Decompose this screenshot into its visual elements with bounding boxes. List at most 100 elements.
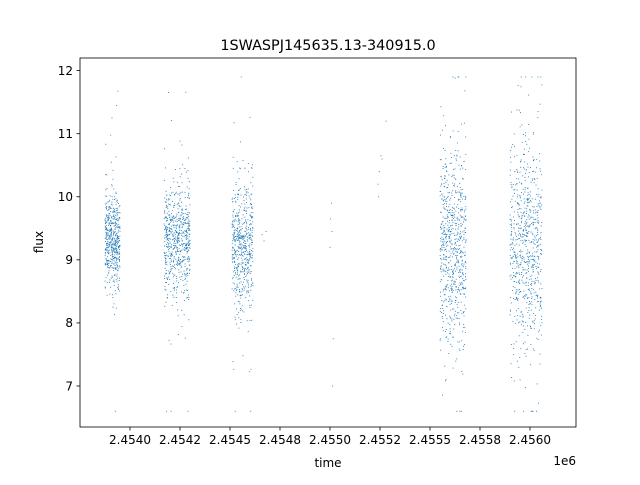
season-3-point <box>249 259 251 261</box>
season-6-point <box>517 265 519 267</box>
season-2-point <box>178 258 180 260</box>
season-6-point <box>515 310 517 312</box>
season-1-point <box>108 267 110 269</box>
season-1-point <box>105 263 107 265</box>
season-6-point <box>526 294 528 296</box>
season-1-point <box>117 226 119 228</box>
season-5-point <box>444 258 446 260</box>
season-6-point <box>538 244 540 246</box>
season-1-point <box>116 249 118 251</box>
season-5-point <box>462 231 464 233</box>
season-5-point <box>446 217 448 219</box>
season-1-point <box>117 283 119 285</box>
season-3-point <box>239 303 241 305</box>
season-5-point <box>443 247 445 248</box>
season-3-point <box>238 265 240 267</box>
season-6-point <box>511 377 512 379</box>
season-2-point <box>188 239 190 241</box>
season-2-point <box>189 269 191 270</box>
season-1-point <box>107 220 109 222</box>
season-5-point <box>459 292 461 294</box>
season-2-point <box>169 242 171 244</box>
season-5-point <box>442 168 444 169</box>
season-6-point <box>523 167 524 169</box>
season-3-point <box>248 271 250 273</box>
season-6-point <box>537 245 539 247</box>
season-2-point <box>173 259 174 261</box>
season-2-point <box>167 246 169 248</box>
season-5-point <box>460 252 462 254</box>
season-1-point <box>107 232 109 234</box>
season-1-point <box>112 267 114 269</box>
season-2-point <box>169 238 171 240</box>
season-6-point <box>532 179 533 181</box>
season-1-point <box>113 242 115 244</box>
season-5-point <box>465 136 467 138</box>
season-1-point <box>108 218 109 220</box>
season-3-point <box>238 243 240 245</box>
season-5-point <box>444 203 446 205</box>
season-2-point <box>169 272 171 274</box>
season-2-point <box>172 217 174 219</box>
season-5-point <box>445 170 447 172</box>
season-5-point <box>465 262 467 264</box>
season-5-point <box>447 231 449 233</box>
season-5-point <box>452 215 454 217</box>
season-6-point <box>532 133 534 135</box>
season-5-point <box>441 305 443 306</box>
season-6-point <box>522 410 524 412</box>
season-1-point <box>105 237 107 239</box>
season-1-point <box>111 207 113 209</box>
season-6-point <box>516 109 518 111</box>
season-6-point <box>511 227 512 229</box>
season-5-point <box>439 310 441 312</box>
season-6-point <box>523 230 524 232</box>
season-2-point <box>174 286 176 288</box>
season-6-point <box>516 183 518 185</box>
season-1-point <box>108 270 110 272</box>
season-6-point <box>514 254 516 256</box>
season-2-point <box>179 221 181 223</box>
season-3-point <box>245 228 247 230</box>
season-5-point <box>460 209 461 211</box>
season-2-point <box>186 244 187 246</box>
season-1-point <box>114 196 116 198</box>
season-5-point <box>449 331 451 333</box>
season-5-point <box>443 310 445 312</box>
season-2-point <box>175 258 177 260</box>
season-2-point <box>169 252 171 254</box>
season-6-point <box>510 302 512 304</box>
season-2-point <box>179 217 181 219</box>
sparse-point <box>331 231 333 232</box>
season-5-point <box>444 217 446 219</box>
season-6-point <box>519 273 520 275</box>
season-3-point <box>246 290 248 292</box>
season-3-point <box>247 188 249 190</box>
season-2-point <box>182 257 184 259</box>
season-2-point <box>174 217 176 219</box>
season-6-point <box>520 211 522 213</box>
season-5-point <box>459 214 461 216</box>
season-5-point <box>451 157 453 158</box>
season-6-point <box>526 261 527 263</box>
season-2-point <box>188 241 190 243</box>
season-3-point <box>247 273 248 274</box>
season-2-point <box>181 234 183 236</box>
season-3-point <box>240 243 242 245</box>
season-2-point <box>175 231 177 233</box>
season-3-point <box>239 282 241 284</box>
season-5-point <box>460 208 462 210</box>
season-6-point <box>532 216 534 218</box>
season-1-point <box>104 238 106 239</box>
season-1-point <box>106 215 108 217</box>
season-2-point <box>164 241 166 243</box>
season-6-point <box>532 269 534 271</box>
season-6-point <box>522 269 524 271</box>
season-2-point <box>180 262 182 264</box>
season-2-point <box>187 195 189 197</box>
season-5-point <box>441 245 443 247</box>
season-5-point <box>450 239 452 241</box>
season-5-point <box>465 279 467 280</box>
season-3-point <box>249 234 251 236</box>
season-6-point <box>525 172 526 174</box>
